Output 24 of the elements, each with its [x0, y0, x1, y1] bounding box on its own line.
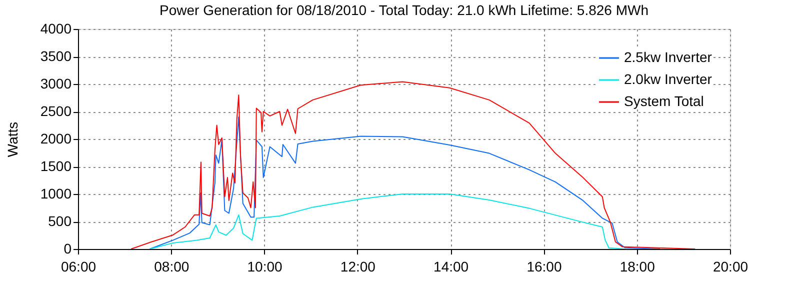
line-series: [149, 116, 661, 249]
y-tick-label: 3500: [40, 48, 72, 64]
y-tick-label: 2000: [40, 130, 72, 146]
x-tick-label: 10:00: [247, 258, 283, 274]
y-tick-label: 500: [48, 213, 72, 229]
x-tick-label: 20:00: [712, 258, 748, 274]
legend-label: 2.5kw Inverter: [624, 49, 712, 65]
y-axis-title: Watts: [4, 122, 20, 158]
legend-label: System Total: [624, 93, 704, 109]
legend-label: 2.0kw Inverter: [624, 71, 712, 87]
chart-title: Power Generation for 08/18/2010 - Total Today: 21.0 kWh Lifetime: 5.826 MWh: [160, 2, 648, 18]
y-tick-label: 1500: [40, 158, 72, 174]
y-tick-label: 3000: [40, 76, 72, 92]
line-series: [149, 194, 626, 249]
x-tick-label: 16:00: [526, 258, 562, 274]
x-tick-label: 06:00: [60, 258, 96, 274]
y-tick-label: 0: [64, 240, 72, 256]
y-tick-label: 2500: [40, 103, 72, 119]
x-tick-label: 08:00: [154, 258, 190, 274]
x-tick-label: 12:00: [340, 258, 376, 274]
y-tick-label: 1000: [40, 186, 72, 202]
x-tick-label: 14:00: [434, 258, 469, 274]
y-tick-label: 4000: [40, 20, 72, 36]
x-tick-label: 18:00: [620, 258, 656, 274]
